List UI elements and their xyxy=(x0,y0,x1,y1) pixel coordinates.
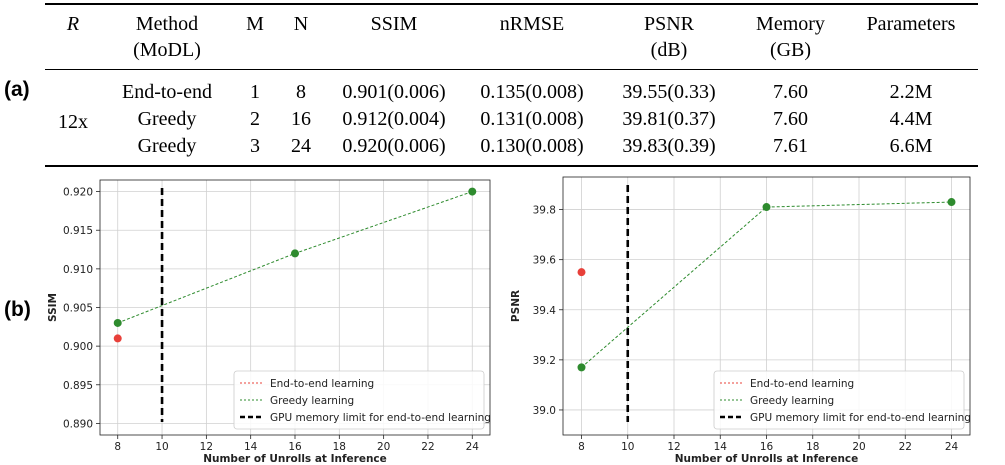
x-tick-label: 20 xyxy=(377,441,390,453)
header-memory: Memory (GB) xyxy=(756,13,825,61)
legend-label: End-to-end learning xyxy=(750,378,854,390)
data-point xyxy=(947,198,956,207)
table-row: Greedy 3 24 0.920(0.006) 0.130(0.008) 39… xyxy=(45,133,978,166)
y-tick-label: 0.915 xyxy=(63,225,93,237)
y-tick-label: 39.2 xyxy=(533,355,556,367)
legend-box xyxy=(713,370,965,430)
table-header-row: R Method (MoDL) M N SSIM nRMSE PSNR (dB) M… xyxy=(45,4,978,70)
cell-psnr: 39.81(0.37) xyxy=(622,108,716,130)
cell-ssim: 0.920(0.006) xyxy=(342,135,446,157)
header-nrmse: nRMSE xyxy=(499,13,565,35)
legend-box xyxy=(233,370,485,430)
cell-psnr: 39.55(0.33) xyxy=(622,81,716,103)
header-r: R xyxy=(66,13,80,35)
cell-n: 24 xyxy=(291,135,311,157)
data-point xyxy=(762,203,771,212)
cell-psnr: 39.83(0.39) xyxy=(622,135,716,157)
y-axis-label: PSNR xyxy=(510,290,522,322)
y-tick-label: 39.0 xyxy=(533,405,556,417)
data-point xyxy=(577,363,586,372)
x-tick-label: 24 xyxy=(466,441,480,453)
legend-label: End-to-end learning xyxy=(270,378,374,390)
legend-label: Greedy learning xyxy=(270,395,354,407)
header-n: N xyxy=(293,13,309,35)
cell-ssim: 0.901(0.006) xyxy=(342,81,446,103)
header-ssim: SSIM xyxy=(370,13,418,35)
x-tick-label: 18 xyxy=(806,441,819,453)
table-row: 12x End-to-end 1 8 0.901(0.006) 0.135(0.… xyxy=(45,70,978,133)
cell-params: 2.2M xyxy=(889,81,933,103)
y-tick-label: 39.6 xyxy=(533,255,557,267)
psnr-chart: 8 10 12 14 16 18 20 22 24 39.0 39.2 39.4 39.6 39.8 Num… xyxy=(510,175,980,465)
x-tick-label: 12 xyxy=(200,441,213,453)
cell-params: 6.6M xyxy=(889,135,933,157)
data-point xyxy=(113,334,122,343)
data-point xyxy=(577,268,586,277)
header-m: M xyxy=(246,13,264,35)
legend-label: GPU memory limit for end-to-end learning xyxy=(270,412,491,424)
cell-ssim: 0.912(0.004) xyxy=(342,108,446,130)
x-tick-label: 16 xyxy=(288,441,302,453)
cell-nrmse: 0.131(0.008) xyxy=(480,108,584,130)
cell-method: Greedy xyxy=(137,135,197,157)
x-tick-label: 8 xyxy=(114,441,121,453)
cell-nrmse: 0.135(0.008) xyxy=(480,81,584,103)
y-tick-label: 0.905 xyxy=(63,303,93,315)
x-tick-label: 22 xyxy=(899,441,912,453)
y-tick-label: 0.900 xyxy=(63,341,93,353)
y-tick-label: 0.895 xyxy=(63,380,93,392)
y-tick-label: 0.890 xyxy=(63,418,93,430)
y-tick-label: 39.4 xyxy=(533,305,557,317)
y-tick-label: 0.920 xyxy=(63,187,93,199)
panel-label-b: (b) xyxy=(4,298,31,321)
results-table-container: R Method (MoDL) M N SSIM nRMSE PSNR (dB) M… xyxy=(45,3,978,167)
header-method: Method (MoDL) xyxy=(133,13,201,61)
psnr-chart-svg: 8 10 12 14 16 18 20 22 24 39.0 39.2 39.4 39.6 39.8 Num… xyxy=(510,176,971,465)
header-psnr: PSNR (dB) xyxy=(643,13,695,61)
legend-label: GPU memory limit for end-to-end learning xyxy=(750,412,971,424)
cell-r-value: 12x xyxy=(58,110,88,133)
data-point xyxy=(468,187,477,196)
cell-n: 8 xyxy=(296,81,306,103)
ssim-chart: 8 10 12 14 16 18 20 22 24 0.890 0.895 0.900 0.905 0.9… xyxy=(40,175,500,465)
series-line xyxy=(581,201,952,368)
results-table: R Method (MoDL) M N SSIM nRMSE PSNR (dB) M… xyxy=(45,3,978,167)
x-tick-label: 10 xyxy=(621,441,634,453)
x-axis-label: Number of Unrolls at Inference xyxy=(675,453,859,465)
x-tick-label: 14 xyxy=(714,441,728,453)
x-tick-label: 14 xyxy=(244,441,258,453)
cell-n: 16 xyxy=(291,108,311,130)
x-tick-label: 16 xyxy=(760,441,774,453)
data-point xyxy=(113,318,122,327)
cell-m: 2 xyxy=(250,108,260,130)
x-tick-label: 18 xyxy=(333,441,346,453)
legend-label: Greedy learning xyxy=(750,395,834,407)
panel-label-a: (a) xyxy=(4,78,30,101)
cell-method: End-to-end xyxy=(122,81,212,103)
x-axis-label: Number of Unrolls at Inference xyxy=(203,453,387,465)
cell-method: Greedy xyxy=(137,108,197,130)
cell-m: 1 xyxy=(250,81,260,103)
y-tick-label: 0.910 xyxy=(63,264,93,276)
y-axis-label: SSIM xyxy=(47,293,59,322)
x-tick-label: 24 xyxy=(945,441,959,453)
x-tick-label: 8 xyxy=(578,441,585,453)
header-parameters: Parameters xyxy=(866,13,956,35)
cell-params: 4.4M xyxy=(889,108,933,130)
ssim-chart-svg: 8 10 12 14 16 18 20 22 24 0.890 0.895 0.900 0.905 0.9… xyxy=(47,179,491,465)
y-tick-label: 39.8 xyxy=(533,205,556,217)
data-point xyxy=(291,249,299,258)
table-row: Greedy 2 16 0.912(0.004) 0.131(0.008) 39… xyxy=(45,106,978,133)
cell-m: 3 xyxy=(250,135,260,157)
cell-nrmse: 0.130(0.008) xyxy=(480,135,584,157)
cell-memory: 7.60 xyxy=(773,81,808,103)
cell-memory: 7.61 xyxy=(773,135,808,157)
x-tick-label: 22 xyxy=(421,441,434,453)
cell-memory: 7.60 xyxy=(773,108,808,130)
x-tick-label: 20 xyxy=(852,441,865,453)
x-tick-label: 10 xyxy=(155,441,168,453)
x-tick-label: 12 xyxy=(667,441,680,453)
